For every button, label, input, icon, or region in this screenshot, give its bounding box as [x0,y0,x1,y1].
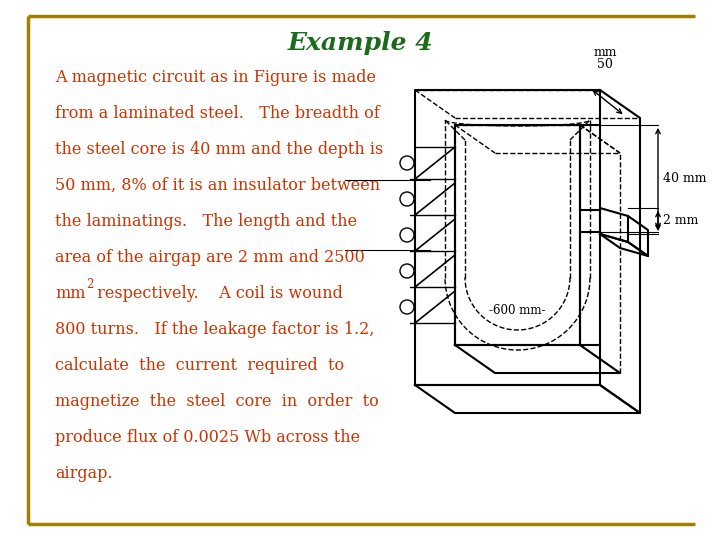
Text: Example 4: Example 4 [287,31,433,55]
Text: mm: mm [55,285,86,301]
Text: airgap.: airgap. [55,464,112,482]
Text: mm: mm [593,45,617,58]
Text: magnetize  the  steel  core  in  order  to: magnetize the steel core in order to [55,393,379,409]
Text: 50: 50 [597,58,613,71]
Text: 800 turns.   If the leakage factor is 1.2,: 800 turns. If the leakage factor is 1.2, [55,321,374,338]
Text: 2 mm: 2 mm [663,214,698,227]
Text: 2: 2 [86,279,94,292]
Text: the steel core is 40 mm and the depth is: the steel core is 40 mm and the depth is [55,140,383,158]
Text: A magnetic circuit as in Figure is made: A magnetic circuit as in Figure is made [55,69,376,85]
Text: -600 mm-: -600 mm- [490,303,546,316]
Text: the laminatings.   The length and the: the laminatings. The length and the [55,213,357,230]
Text: 50 mm, 8% of it is an insulator between: 50 mm, 8% of it is an insulator between [55,177,380,193]
Text: from a laminated steel.   The breadth of: from a laminated steel. The breadth of [55,105,379,122]
Text: respectively.    A coil is wound: respectively. A coil is wound [92,285,343,301]
Text: area of the airgap are 2 mm and 2500: area of the airgap are 2 mm and 2500 [55,248,365,266]
Text: produce flux of 0.0025 Wb across the: produce flux of 0.0025 Wb across the [55,429,360,446]
Text: 40 mm: 40 mm [663,172,706,185]
Text: calculate  the  current  required  to: calculate the current required to [55,356,344,374]
